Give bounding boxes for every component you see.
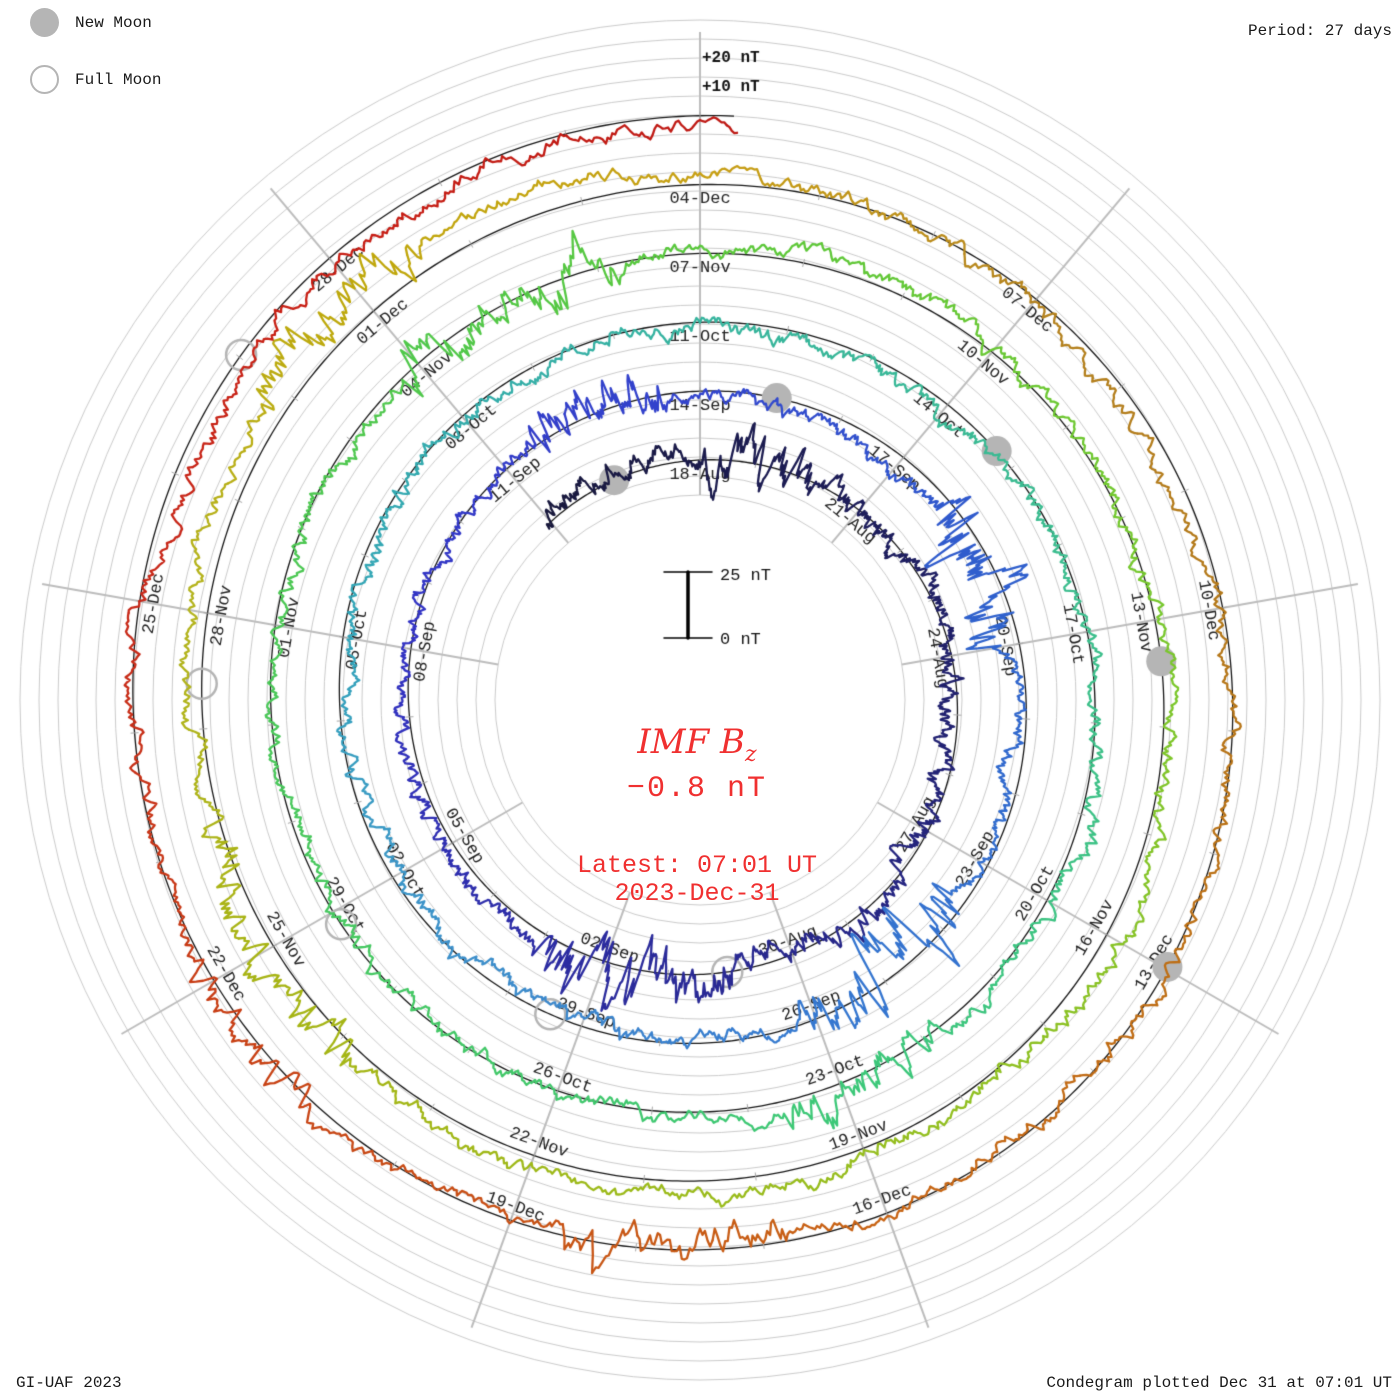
period-label: Period: 27 days xyxy=(1247,22,1392,40)
full-moon-icon xyxy=(30,65,59,94)
plotted-label: Condegram plotted Dec 31 at 07:01 UT xyxy=(1046,1374,1392,1392)
latest-timestamp: Latest: 07:01 UT 2023-Dec-31 xyxy=(0,852,1394,908)
new-moon-label: New Moon xyxy=(75,13,152,32)
imf-bz-title: IMF Bz xyxy=(637,722,757,767)
full-moon-label: Full Moon xyxy=(75,70,162,89)
legend-new-moon: New Moon xyxy=(30,8,152,37)
latest-date: 2023-Dec-31 xyxy=(614,879,780,908)
legend-full-moon: Full Moon xyxy=(30,65,161,94)
credit-label: GI-UAF 2023 xyxy=(16,1374,122,1392)
latest-time: Latest: 07:01 UT xyxy=(576,851,818,880)
new-moon-icon xyxy=(30,8,59,37)
imf-bz-value: −0.8 nT xyxy=(626,772,768,806)
